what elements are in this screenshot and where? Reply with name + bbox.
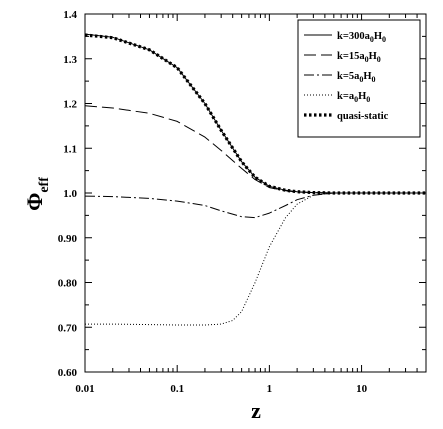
series-line-3 (85, 192, 426, 326)
y-tick-label: 0.60 (58, 367, 78, 379)
series-line-2 (84, 192, 426, 219)
legend-box (297, 19, 421, 138)
x-tick-label: 0.1 (170, 383, 184, 395)
series-line-1 (84, 105, 426, 194)
y-tick-label: 0.70 (58, 322, 78, 334)
y-axis-title-main: Φ (22, 193, 47, 211)
x-tick-label: 0.01 (75, 383, 94, 395)
svg-text:Φeff: Φeff (22, 177, 52, 211)
y-tick-label: 0.80 (58, 278, 78, 290)
y-tick-label: 1.4 (63, 9, 77, 21)
tick-labels: 0.01 0.1 1 10 0.60 0.70 0.80 0.90 1.0 1.1 1.2 1.3 1.… (58, 9, 368, 395)
x-tick-label: 10 (356, 383, 368, 395)
legend-label: k=15a0H0 (337, 51, 381, 64)
legend: k=300a0H0 k=15a0H0 k=5a0H0 k=a0H0 quasi-stat… (297, 19, 421, 138)
x-axis-title: z (251, 398, 261, 423)
y-axis-title-sub: eff (37, 177, 52, 193)
x-tick-label: 1 (267, 383, 273, 395)
y-axis-title: Φeff (22, 177, 52, 211)
legend-label: k=5a0H0 (337, 71, 376, 84)
y-tick-label: 0.90 (58, 233, 78, 245)
legend-label: k=300a0H0 (337, 31, 386, 44)
legend-items: k=300a0H0 k=15a0H0 k=5a0H0 k=a0H0 quasi-stat… (304, 31, 389, 122)
y-tick-label: 1.0 (63, 188, 77, 200)
series-lines (84, 33, 426, 326)
y-tick-label: 1.3 (63, 54, 77, 66)
y-tick-label: 1.2 (63, 99, 77, 111)
series-line-4 (84, 33, 426, 195)
legend-label: quasi-static (337, 111, 389, 122)
y-tick-label: 1.1 (63, 143, 77, 155)
legend-label: k=a0H0 (337, 91, 370, 104)
